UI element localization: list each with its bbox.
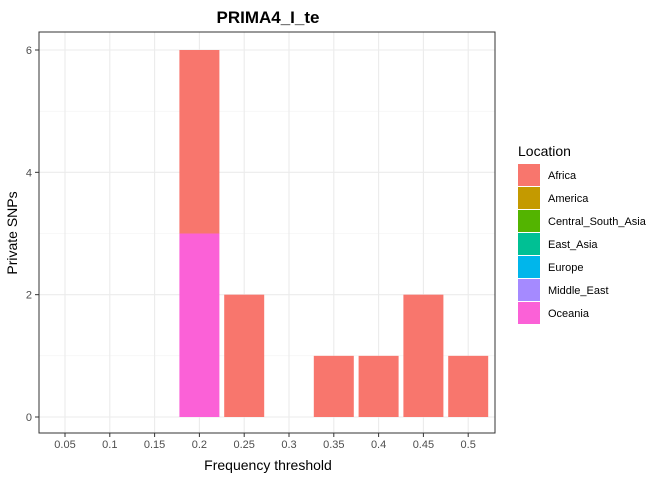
legend: Location Africa America Central_South_Asia…	[518, 143, 647, 324]
bar-oceania-0.2	[179, 233, 220, 417]
legend-swatch-central_south_asia	[518, 210, 540, 232]
bar-africa-0.35	[313, 355, 354, 417]
x-tick-label: 0.4	[371, 439, 386, 451]
x-tick-label: 0.2	[192, 439, 207, 451]
y-tick-label: 2	[26, 290, 32, 302]
legend-label-oceania: Oceania	[548, 308, 590, 320]
x-axis-title: Frequency threshold	[204, 457, 332, 473]
bar-africa-0.4	[358, 355, 399, 417]
plot-panel	[38, 31, 496, 434]
legend-swatch-europe	[518, 256, 540, 278]
y-tick-label: 6	[26, 45, 32, 57]
legend-swatch-africa	[518, 164, 540, 186]
y-tick-label: 0	[26, 412, 32, 424]
y-axis: 0 2 4 6	[26, 45, 39, 424]
x-tick-label: 0.15	[144, 439, 165, 451]
legend-label-america: America	[548, 193, 589, 205]
bar-africa-0.25	[224, 294, 265, 417]
legend-label-africa: Africa	[548, 170, 577, 182]
x-tick-label: 0.1	[102, 439, 117, 451]
legend-label-europe: Europe	[548, 262, 583, 274]
x-tick-label: 0.5	[461, 439, 476, 451]
y-tick-label: 4	[26, 167, 32, 179]
x-tick-label: 0.25	[233, 439, 254, 451]
panel-border	[38, 31, 496, 434]
bar-africa-0.2	[179, 50, 220, 234]
legend-swatch-america	[518, 187, 540, 209]
x-tick-label: 0.3	[281, 439, 296, 451]
legend-swatch-middle_east	[518, 279, 540, 301]
legend-swatch-oceania	[518, 302, 540, 324]
chart-title: PRIMA4_I_te	[217, 8, 320, 27]
x-axis: 0.05 0.1 0.15 0.2 0.25 0.3 0.35 0.4 0.45 0.5	[54, 433, 476, 451]
bars	[179, 50, 489, 417]
bar-africa-0.45	[403, 294, 444, 417]
legend-label-east_asia: East_Asia	[548, 239, 598, 251]
legend-label-middle_east: Middle_East	[548, 285, 609, 297]
legend-title: Location	[518, 143, 571, 159]
x-tick-label: 0.35	[323, 439, 344, 451]
legend-swatch-east_asia	[518, 233, 540, 255]
legend-label-central_south_asia: Central_South_Asia	[548, 216, 647, 228]
x-tick-label: 0.05	[54, 439, 75, 451]
bar-africa-0.5	[448, 355, 489, 417]
x-tick-label: 0.45	[413, 439, 434, 451]
y-axis-title: Private SNPs	[4, 191, 20, 274]
legend-items: Africa America Central_South_Asia East_Asia…	[518, 164, 647, 324]
